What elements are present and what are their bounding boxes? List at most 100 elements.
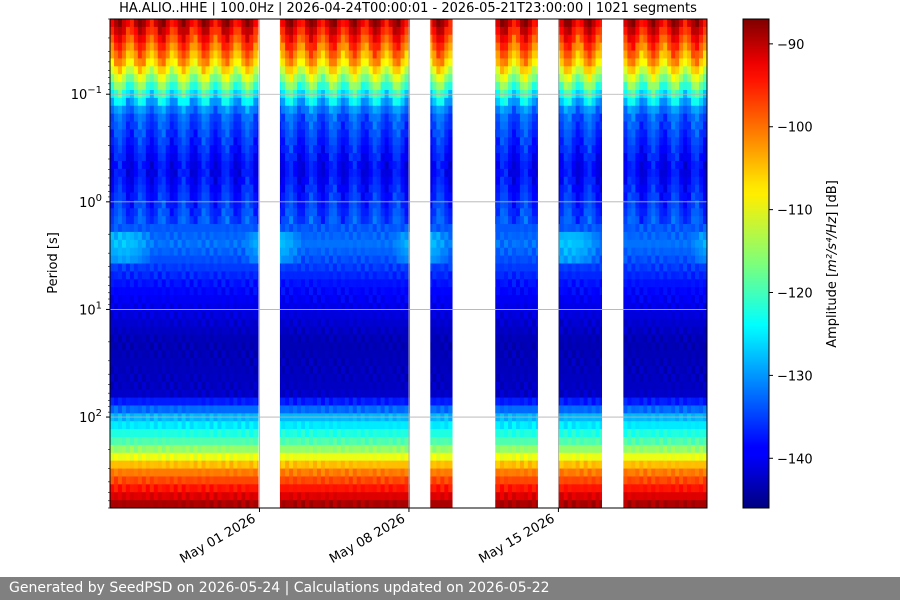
heatmap-cell [332,184,338,194]
heatmap-cell [336,129,342,138]
heatmap-cell [396,105,402,115]
heatmap-cell [587,113,593,123]
heatmap-cell [575,192,581,202]
heatmap-cell [504,224,509,233]
heatmap-cell [237,153,242,162]
heatmap-cell [400,263,406,272]
heatmap-cell [372,50,378,60]
heatmap-cell [189,192,195,202]
heatmap-cell [639,271,644,280]
heatmap-cell [185,255,191,265]
heatmap-cell [125,192,131,202]
heatmap-cell [432,239,437,249]
heatmap-cell [177,121,183,131]
heatmap-cell [233,279,238,288]
heatmap-cell [647,208,652,217]
heatmap-cell [110,216,115,225]
heatmap-cell [129,279,135,288]
heatmap-cell [376,168,382,178]
heatmap-cell [173,113,179,123]
heatmap-cell [110,239,115,249]
heatmap-cell [599,184,605,194]
heatmap-cell [523,255,529,265]
heatmap-cell [245,279,250,288]
heatmap-cell [380,208,386,217]
heatmap-cell [281,192,286,202]
heatmap-cell [213,129,219,138]
heatmap-cell [372,58,378,67]
heatmap-cell [221,208,227,217]
heatmap-cell [519,66,525,75]
heatmap-cell [225,129,230,138]
heatmap-cell [173,247,179,257]
heatmap-cell [209,129,215,138]
heatmap-cell [197,82,203,91]
heatmap-cell [293,200,298,209]
heatmap-cell [496,184,501,194]
heatmap-cell [145,58,151,67]
heatmap-cell [149,200,155,209]
heatmap-cell [169,263,175,272]
heatmap-cell [384,19,390,28]
heatmap-cell [129,50,135,60]
heatmap-cell [563,34,569,44]
heatmap-cell [129,74,135,83]
heatmap-cell [340,105,346,115]
heatmap-cell [364,129,370,138]
heatmap-cell [444,176,449,186]
heatmap-cell [217,263,223,272]
heatmap-cell [193,82,199,91]
heatmap-cell [651,160,656,170]
heatmap-cell [655,255,660,265]
heatmap-cell [137,105,143,115]
heatmap-cell [312,19,318,28]
heatmap-cell [229,145,234,154]
heatmap-cell [372,137,378,146]
heatmap-cell [229,231,234,241]
heatmap-cell [575,97,581,107]
heatmap-cell [639,160,644,170]
heatmap-cell [655,19,660,28]
heatmap-cell [137,255,143,265]
heatmap-cell [627,82,632,91]
heatmap-cell [217,168,223,178]
heatmap-cell [213,200,219,209]
heatmap-cell [376,255,382,265]
heatmap-cell [519,160,525,170]
heatmap-cell [340,176,346,186]
heatmap-cell [137,50,143,60]
heatmap-cell [400,184,406,194]
heatmap-cell [519,34,525,44]
heatmap-cell [691,97,696,107]
heatmap-cell [157,192,163,202]
heatmap-cell [675,137,680,146]
heatmap-cell [428,121,433,131]
heatmap-cell [285,263,290,272]
heatmap-cell [173,50,179,60]
heatmap-cell [631,34,636,44]
heatmap-cell [253,160,258,170]
heatmap-cell [173,200,179,209]
heatmap-cell [635,113,640,123]
heatmap-cell [667,216,672,225]
heatmap-cell [233,160,238,170]
heatmap-cell [559,66,565,75]
heatmap-cell [583,34,589,44]
heatmap-cell [253,153,258,162]
heatmap-cell [623,160,628,170]
heatmap-cell [352,192,358,202]
heatmap-cell [440,97,445,107]
heatmap-cell [312,42,318,52]
heatmap-cell [141,263,147,272]
heatmap-cell [320,192,326,202]
heatmap-cell [181,50,187,60]
heatmap-cell [352,26,358,36]
heatmap-cell [376,263,382,272]
heatmap-cell [173,239,179,249]
heatmap-cell [663,42,668,52]
heatmap-cell [157,184,163,194]
heatmap-cell [675,247,680,257]
heatmap-cell [110,34,115,44]
heatmap-cell [504,200,509,209]
heatmap-cell [281,129,286,138]
